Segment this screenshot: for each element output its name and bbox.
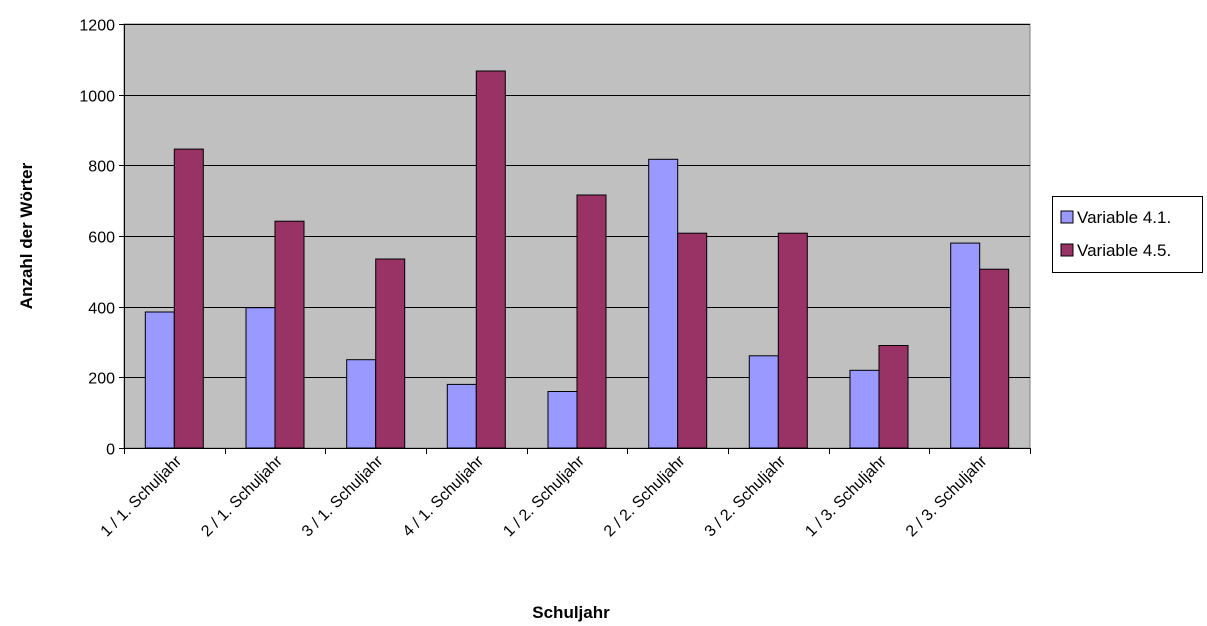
y-tick-label: 400 (88, 301, 115, 318)
axes (119, 24, 1031, 454)
bar-1-7 (748, 355, 779, 449)
bar-1-6 (648, 158, 679, 449)
bar-2-9 (979, 268, 1010, 449)
x-axis-title: Schuljahr (532, 603, 610, 622)
y-axis-title: Anzahl der Wörter (17, 162, 36, 309)
legend: Variable 4.1. Variable 4.5. (1052, 196, 1203, 273)
x-tick-label: 2 / 3. Schuljahr (903, 452, 991, 540)
bar-2-3 (375, 258, 406, 449)
legend-label: Variable 4.1. (1077, 208, 1171, 227)
y-tick-label: 800 (88, 159, 115, 176)
x-tick-label: 4 / 1. Schuljahr (400, 452, 488, 540)
bar-2-7 (777, 232, 808, 449)
legend-swatch (1060, 243, 1074, 257)
legend-swatch (1060, 210, 1074, 224)
bar-2-8 (878, 345, 909, 449)
bar-1-8 (849, 369, 880, 449)
bar-1-4 (446, 383, 477, 449)
y-tick-label: 0 (106, 442, 115, 459)
x-tick-label: 1 / 1. Schuljahr (98, 452, 186, 540)
bar-1-1 (144, 311, 175, 449)
y-tick-label: 600 (88, 230, 115, 247)
bar-2-1 (173, 148, 204, 449)
bar-1-3 (346, 359, 377, 449)
x-tick-label: 3 / 2. Schuljahr (702, 452, 790, 540)
x-tick-label: 2 / 1. Schuljahr (198, 452, 286, 540)
x-tick-label: 3 / 1. Schuljahr (299, 452, 387, 540)
bar-1-9 (950, 242, 981, 449)
x-tick-labels: 1 / 1. Schuljahr 2 / 1. Schuljahr 3 / 1. S… (98, 452, 991, 540)
y-tick-label: 1000 (79, 89, 115, 106)
bar-2-4 (475, 70, 506, 449)
x-tick-label: 2 / 2. Schuljahr (601, 452, 689, 540)
x-tick-label: 1 / 3. Schuljahr (802, 452, 890, 540)
bars (144, 70, 1010, 449)
y-tick-label: 200 (88, 371, 115, 388)
bar-1-2 (245, 307, 276, 449)
legend-box (1052, 196, 1203, 273)
y-tick-labels: 0 200 400 600 800 1000 1200 (79, 18, 115, 459)
bar-2-6 (677, 232, 708, 449)
bar-2-2 (274, 220, 305, 449)
bar-2-5 (576, 194, 607, 449)
x-tick-label: 1 / 2. Schuljahr (500, 452, 588, 540)
bar-1-5 (547, 391, 578, 449)
legend-label: Variable 4.5. (1077, 241, 1171, 260)
y-tick-label: 1200 (79, 18, 115, 35)
